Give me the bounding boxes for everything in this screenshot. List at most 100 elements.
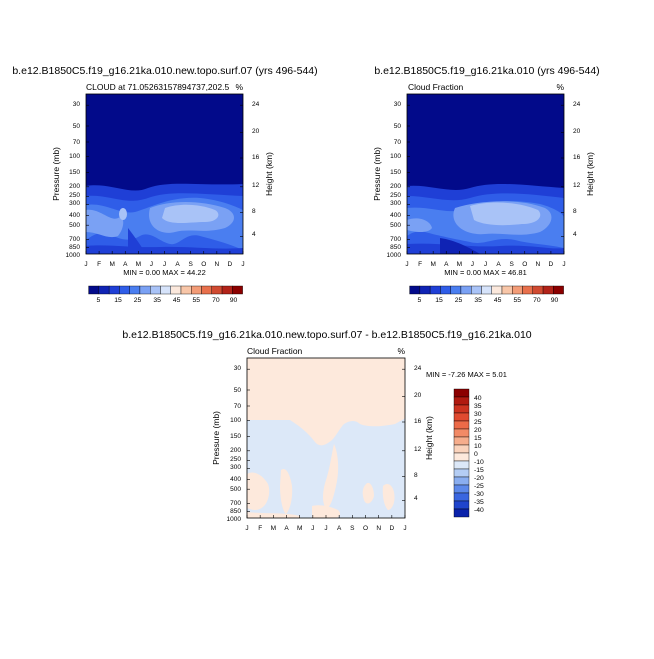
- x-tick-label: M: [430, 261, 435, 268]
- x-tick-label: F: [97, 261, 101, 268]
- colorbar-swatch: [201, 285, 213, 295]
- axis-tick-marks: [85, 104, 565, 518]
- panel-a-subtitle: CLOUD at 71.05263157894737,202.5: [86, 82, 229, 92]
- colorbar-swatch: [453, 500, 470, 510]
- y2-tick-label: 4: [252, 231, 256, 238]
- y-tick-label: 30: [234, 365, 242, 372]
- colorbar-label: 35: [153, 297, 161, 304]
- y-tick-label: 300: [390, 200, 401, 207]
- colorbar-label: 90: [551, 297, 559, 304]
- x-tick-label: A: [175, 261, 180, 268]
- y-tick-label: 250: [390, 192, 401, 199]
- panel-c-title: b.e12.B1850C5.f19_g16.21ka.010.new.topo.…: [122, 329, 531, 341]
- y-tick-label: 70: [234, 403, 242, 410]
- y-tick-label: 500: [69, 222, 80, 229]
- y-tick-label: 200: [390, 183, 401, 190]
- colorbar-label: 35: [474, 403, 482, 410]
- y-tick-label: 70: [394, 139, 402, 146]
- x-tick-label: N: [535, 261, 540, 268]
- colorbar-swatch: [211, 285, 223, 295]
- y2-tick-label: 4: [414, 495, 418, 502]
- y2-tick-label: 8: [252, 208, 256, 215]
- colorbar-swatch: [481, 285, 492, 295]
- colorbar-swatch: [160, 285, 171, 295]
- x-tick-label: M: [136, 261, 141, 268]
- y2-tick-label: 20: [573, 128, 581, 135]
- colorbar-swatch: [453, 404, 470, 414]
- panel-b-y2-ticks: 24 20 16 12 8 4: [573, 101, 581, 238]
- x-tick-label: J: [471, 261, 474, 268]
- y2-tick-label: 24: [252, 101, 260, 108]
- colorbar-swatch: [453, 420, 470, 430]
- colorbar-swatch: [460, 285, 472, 295]
- colorbar-swatch: [501, 285, 513, 295]
- y2-tick-label: 16: [252, 154, 260, 161]
- y2-tick-label: 24: [414, 365, 422, 372]
- colorbar-swatch: [232, 285, 243, 295]
- panel-a-contours: [86, 94, 243, 254]
- colorbar-swatch: [108, 285, 120, 295]
- panel-c: b.e12.B1850C5.f19_g16.21ka.010.new.topo.…: [122, 329, 531, 532]
- colorbar-swatch: [419, 285, 431, 295]
- colorbar-swatch: [453, 492, 470, 502]
- y-tick-label: 70: [73, 139, 81, 146]
- y2-tick-label: 16: [414, 418, 422, 425]
- panel-c-units: %: [397, 346, 405, 356]
- panel-c-minmax: MIN = -7.26 MAX = 5.01: [426, 370, 507, 379]
- colorbar-swatch: [221, 285, 233, 295]
- panel-a-y-ticks: 30 50 70 100 150 200 250 300 400 500 700…: [66, 101, 81, 259]
- y-tick-label: 150: [230, 433, 241, 440]
- x-tick-label: J: [245, 525, 248, 532]
- colorbar-swatch: [522, 285, 533, 295]
- y2-tick-label: 4: [573, 231, 577, 238]
- colorbar-swatch: [453, 468, 470, 478]
- colorbar-label: 55: [193, 297, 201, 304]
- colorbar-swatch: [119, 285, 130, 295]
- y-tick-label: 1000: [387, 252, 402, 259]
- x-tick-label: J: [324, 525, 327, 532]
- colorbar-label: 15: [114, 297, 122, 304]
- colorbar-label: 15: [435, 297, 443, 304]
- x-tick-label: J: [241, 261, 244, 268]
- colorbar-label: 45: [494, 297, 502, 304]
- x-tick-label: J: [163, 261, 166, 268]
- x-tick-label: D: [389, 525, 394, 532]
- y2-tick-label: 12: [573, 182, 581, 189]
- colorbar-label: 90: [230, 297, 238, 304]
- panel-b-subtitle: Cloud Fraction: [408, 82, 464, 92]
- panel-b-units: %: [556, 82, 564, 92]
- colorbar-swatch: [453, 396, 470, 406]
- colorbar-label: 45: [173, 297, 181, 304]
- y-tick-label: 850: [230, 508, 241, 515]
- panel-a-title: b.e12.B1850C5.f19_g16.21ka.010.new.topo.…: [12, 65, 317, 77]
- x-tick-label: D: [228, 261, 233, 268]
- colorbar-label: -25: [474, 483, 484, 490]
- colorbar-swatch: [440, 285, 451, 295]
- y-tick-label: 700: [230, 500, 241, 507]
- colorbar-swatch: [180, 285, 192, 295]
- colorbar-label: -40: [474, 507, 484, 514]
- x-tick-label: J: [403, 525, 406, 532]
- y-tick-label: 150: [390, 169, 401, 176]
- colorbar-swatch: [191, 285, 202, 295]
- y-tick-label: 400: [230, 476, 241, 483]
- panel-a-colorbar: [88, 285, 243, 295]
- y-tick-label: 500: [390, 222, 401, 229]
- panel-a-ylabel-right: Height (km): [264, 152, 274, 196]
- y2-tick-label: 20: [414, 392, 422, 399]
- y-tick-label: 700: [390, 236, 401, 243]
- colorbar-swatch: [129, 285, 141, 295]
- colorbar-swatch: [450, 285, 462, 295]
- colorbar-label: -20: [474, 475, 484, 482]
- panel-b: b.e12.B1850C5.f19_g16.21ka.010 (yrs 496-…: [372, 65, 600, 304]
- colorbar-swatch: [88, 285, 100, 295]
- colorbar-label: 20: [474, 427, 482, 434]
- colorbar-swatch: [453, 452, 470, 462]
- y-tick-label: 850: [69, 244, 80, 251]
- panel-a-y2-ticks: 24 20 16 12 8 4: [252, 101, 260, 238]
- panel-a-minmax: MIN = 0.00 MAX = 44.22: [123, 268, 206, 277]
- y-tick-label: 150: [69, 169, 80, 176]
- x-tick-label: D: [549, 261, 554, 268]
- panel-c-colorbar: [453, 388, 470, 518]
